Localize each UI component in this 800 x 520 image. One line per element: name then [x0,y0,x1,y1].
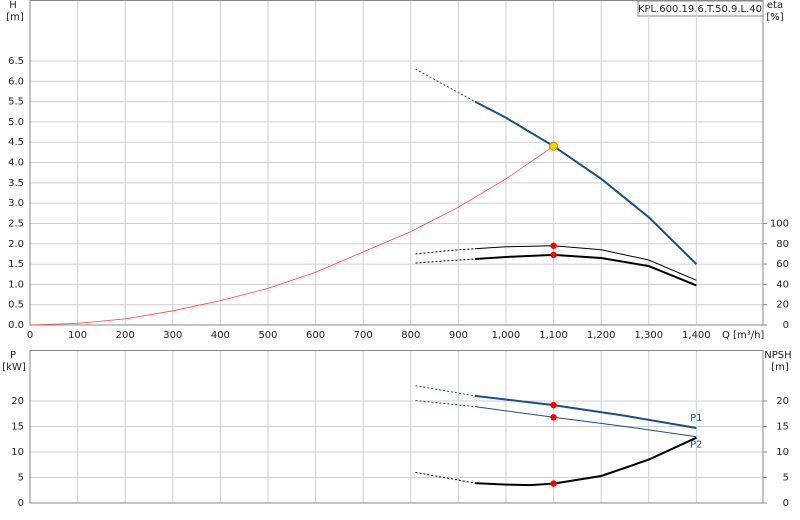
series-label: P1 [690,413,702,424]
y-tick-label: 0.5 [8,300,24,311]
y-tick-label: 6.0 [8,76,24,87]
curve [415,248,476,255]
curve [474,100,698,265]
y-tick-label: 2.5 [8,218,24,229]
x-tick-label: 1,000 [492,330,521,341]
y2-tick-label: 80 [776,239,789,250]
curve [29,145,554,326]
series-label: P2 [690,440,702,451]
curve [474,406,697,438]
operating-point [550,242,557,249]
y-unit: [m] [6,12,24,23]
y2-tick-label: 10 [776,447,789,458]
y-tick-label: 1.5 [8,259,24,270]
operating-point [550,251,557,259]
y2-label: eta [767,0,783,11]
y2-tick-label: 20 [776,396,789,407]
y2-tick-label: 0 [783,498,789,509]
y2-tick-label: 40 [776,279,789,290]
x-tick-label: 1,100 [539,330,568,341]
operating-point [550,480,557,487]
y-tick-label: 4.0 [8,158,24,169]
y-unit: [kW] [2,362,26,373]
curve [474,394,697,429]
x-label: Q [m³/h] [722,330,764,341]
curve [415,400,476,408]
curve [415,385,476,397]
operating-point [550,401,557,409]
curve [415,258,476,264]
y-tick-label: 10 [11,447,24,458]
x-tick-label: 500 [258,330,277,341]
y-tick-label: 1.0 [8,279,24,290]
x-tick-label: 100 [68,330,87,341]
x-tick-label: 400 [211,330,230,341]
curve [474,245,697,281]
y-tick-label: 6.5 [8,56,24,67]
y2-unit: [m] [771,362,789,373]
plot-frame [29,350,764,504]
y-label: P [10,350,16,361]
y-tick-label: 5 [18,473,24,484]
operating-point [550,414,557,421]
x-tick-label: 600 [306,330,325,341]
x-tick-label: 1,200 [587,330,616,341]
y-tick-label: 0.0 [8,320,24,331]
plot-frame [29,0,764,326]
y2-unit: [%] [766,12,783,23]
y-tick-label: 0 [18,498,24,509]
curve [415,68,476,103]
y-tick-label: 5.0 [8,117,24,128]
operating-point [549,141,559,151]
y2-tick-label: 20 [776,300,789,311]
y2-tick-label: 15 [776,422,789,433]
x-tick-label: 1,400 [682,330,711,341]
y-tick-label: 3.0 [8,198,24,209]
x-tick-label: 900 [449,330,468,341]
x-tick-label: 700 [354,330,373,341]
x-tick-label: 0 [27,330,33,341]
y-tick-label: 3.5 [8,178,24,189]
y2-tick-label: 60 [776,259,789,270]
y2-tick-label: 5 [783,473,789,484]
y2-tick-label: 0 [783,320,789,331]
y-tick-label: 5.5 [8,97,24,108]
x-tick-label: 1,300 [634,330,663,341]
y2-label: NPSH [764,350,791,361]
y-tick-label: 20 [11,396,24,407]
y2-tick-label: 100 [770,218,789,229]
y-label: H [9,0,17,11]
y-tick-label: 4.5 [8,137,24,148]
y-tick-label: 2.0 [8,239,24,250]
x-tick-label: 200 [116,330,135,341]
chart-title: KPL.600.19.6.T.50.9.L.40 [638,4,762,15]
y-tick-label: 15 [11,422,24,433]
curve [474,253,697,287]
x-tick-label: 800 [401,330,420,341]
x-tick-label: 300 [163,330,182,341]
